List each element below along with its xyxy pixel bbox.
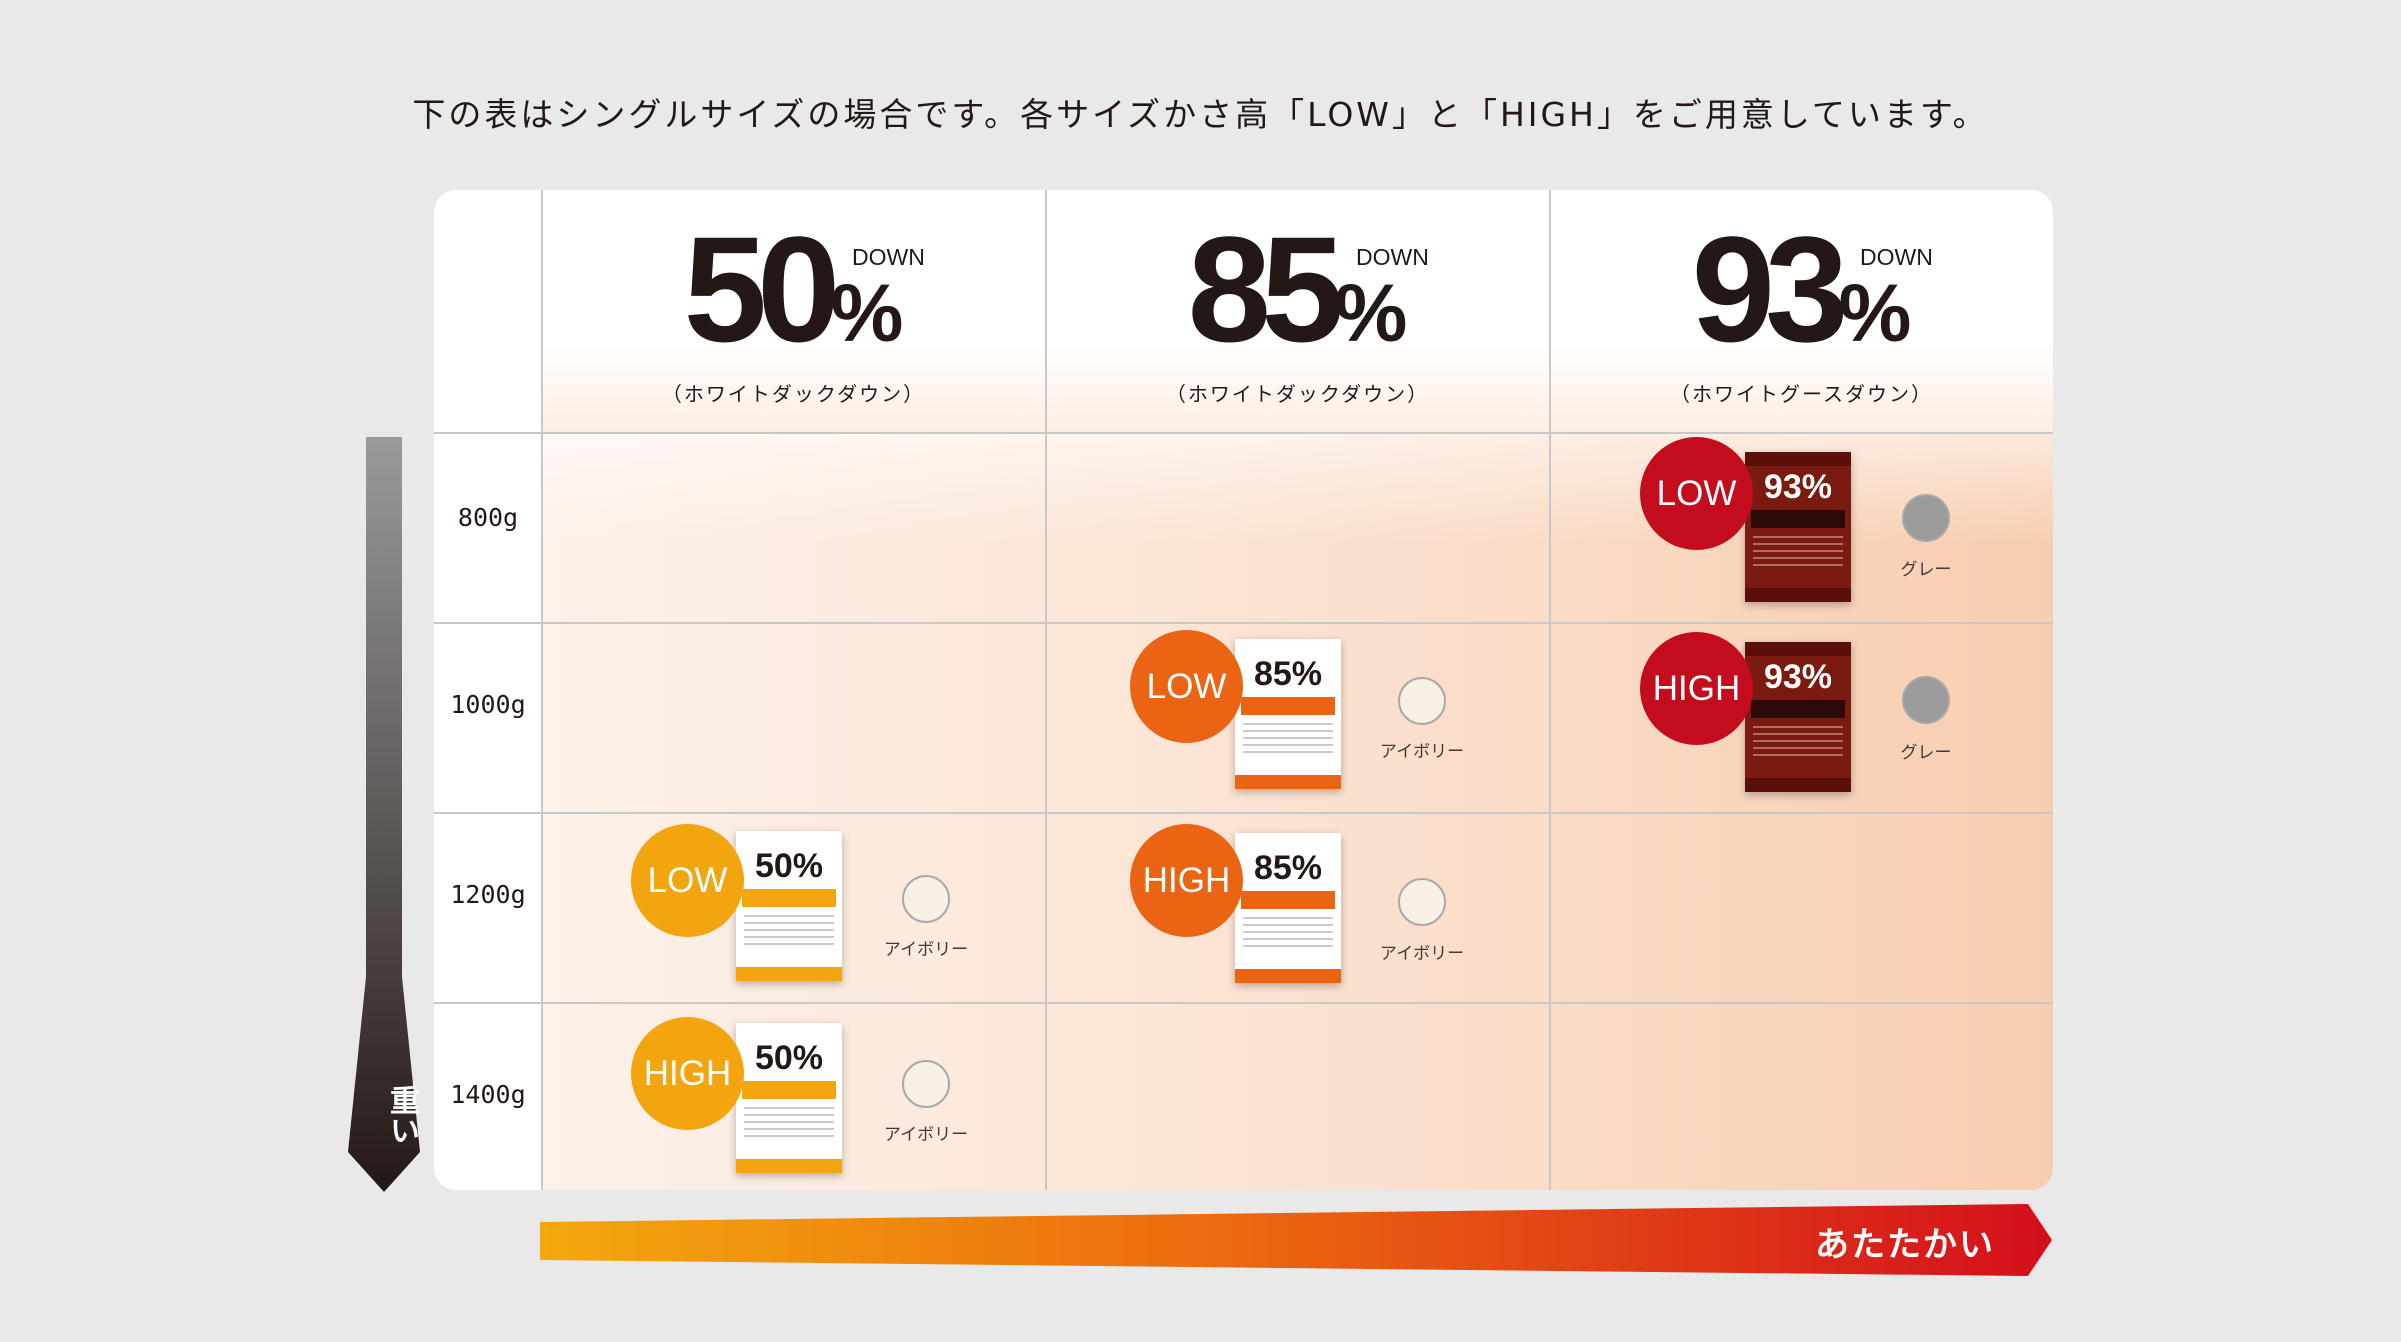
- color-label: アイボリー: [883, 1125, 969, 1145]
- warm-label: あたたかい: [1815, 1225, 1995, 1265]
- down-type: （ホワイトグースダウン）: [1670, 382, 1933, 406]
- low-badge: LOW: [1640, 437, 1753, 550]
- package-percent: 93%: [1763, 468, 1833, 506]
- color-label: アイボリー: [1379, 742, 1465, 762]
- grid-line: [1045, 190, 1047, 1190]
- header-fade: [542, 340, 2053, 433]
- color-label: アイボリー: [883, 940, 969, 960]
- percent-number: 93: [1691, 205, 1849, 373]
- percent-number: 85: [1187, 205, 1345, 373]
- percent-value: 93% DOWN: [1550, 214, 2053, 364]
- package-image: 85%: [1235, 833, 1341, 983]
- down-label: DOWN: [852, 244, 925, 270]
- package-percent: 93%: [1763, 658, 1833, 696]
- package-image: 50%: [736, 1023, 842, 1173]
- package-image: 85%: [1235, 639, 1341, 789]
- package-image: 93%: [1745, 642, 1851, 792]
- high-badge: HIGH: [1640, 632, 1753, 745]
- grey-swatch: [1902, 676, 1950, 724]
- down-label: DOWN: [1860, 244, 1933, 270]
- heavy-label: 重い: [384, 1085, 419, 1145]
- package-image: 93%: [1745, 452, 1851, 602]
- down-label: DOWN: [1356, 244, 1429, 270]
- low-badge: LOW: [631, 824, 744, 937]
- grid-line: [434, 622, 2053, 624]
- package-image: 50%: [736, 831, 842, 981]
- warm-arrow: [540, 1204, 2052, 1276]
- package-percent: 50%: [754, 847, 824, 885]
- high-badge: HIGH: [631, 1017, 744, 1130]
- intro-text: 下の表はシングルサイズの場合です。各サイズかさ高「LOW」と「HIGH」をご用意…: [412, 95, 1989, 134]
- column-header-93: 93% DOWN （ホワイトグースダウン）: [1550, 190, 2053, 433]
- down-type: （ホワイトダックダウン）: [661, 382, 926, 406]
- percent-value: 85% DOWN: [1046, 214, 1549, 364]
- package-percent: 85%: [1253, 655, 1323, 693]
- package-percent: 85%: [1253, 849, 1323, 887]
- grid-line: [541, 190, 543, 1190]
- grid-line: [434, 812, 2053, 814]
- row-label-1200g: 1200g: [450, 880, 526, 909]
- ivory-swatch: [902, 1060, 950, 1108]
- low-badge: LOW: [1130, 630, 1243, 743]
- column-header-50: 50% DOWN （ホワイトダックダウン）: [542, 190, 1045, 433]
- ivory-swatch: [1398, 677, 1446, 725]
- row-label-800g: 800g: [457, 503, 519, 532]
- down-type: （ホワイトダックダウン）: [1165, 382, 1430, 406]
- heavy-arrow: [348, 437, 420, 1192]
- grid-line: [1549, 190, 1551, 1190]
- percent-number: 50: [683, 205, 841, 373]
- color-label: アイボリー: [1379, 944, 1465, 964]
- grid-line: [434, 1002, 2053, 1004]
- ivory-swatch: [1398, 878, 1446, 926]
- percent-sign: %: [1838, 268, 1912, 359]
- percent-sign: %: [830, 268, 904, 359]
- row-label-1000g: 1000g: [450, 690, 526, 719]
- grey-swatch: [1902, 494, 1950, 542]
- percent-value: 50% DOWN: [542, 214, 1045, 364]
- row-label-1400g: 1400g: [450, 1080, 526, 1109]
- package-percent: 50%: [754, 1039, 824, 1077]
- ivory-swatch: [902, 875, 950, 923]
- percent-sign: %: [1334, 268, 1408, 359]
- grid-line: [434, 432, 2053, 434]
- high-badge: HIGH: [1130, 824, 1243, 937]
- color-label: グレー: [1900, 560, 1952, 580]
- comparison-table: 50% DOWN （ホワイトダックダウン） 85% DOWN （ホワイトダックダ…: [434, 190, 2053, 1190]
- column-header-85: 85% DOWN （ホワイトダックダウン）: [1046, 190, 1549, 433]
- color-label: グレー: [1900, 743, 1952, 763]
